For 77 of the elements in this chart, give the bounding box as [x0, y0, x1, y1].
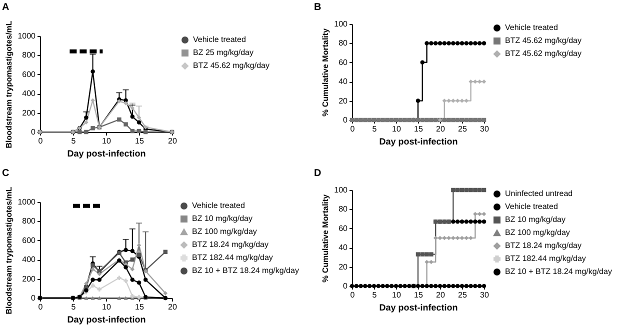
- x-tick-label: 5: [71, 136, 76, 146]
- x-tick-label: 5: [372, 124, 378, 134]
- legend-label: BZ 25 mg/kg/day: [193, 48, 254, 57]
- legend-label: Vehicle treated: [505, 23, 558, 32]
- legend-label: BZ 10 + BTZ 18.24 mg/kg/day: [192, 266, 299, 275]
- legend-label: Vehicle treated: [193, 35, 246, 44]
- y-tick-label: 20: [338, 262, 348, 272]
- x-tick-label: 0: [38, 136, 44, 146]
- legend-label: Vehicle treated: [192, 201, 245, 210]
- y-tick-label: 80: [338, 38, 348, 48]
- legend-label: BZ 100 mg/kg/day: [505, 228, 570, 237]
- x-tick-label: 20: [168, 302, 178, 312]
- y-tick-label: 20: [338, 96, 348, 106]
- legend-label: BTZ 45.62 mg/kg/day: [505, 36, 582, 45]
- legend-label: BTZ 182.44 mg/kg/day: [192, 253, 273, 262]
- y-axis-title: % Cumulative Mortality: [321, 28, 330, 117]
- y-tick-label: 400: [22, 255, 36, 264]
- x-tick-label: 20: [168, 136, 178, 146]
- y-tick-label: 60: [338, 224, 348, 233]
- legend-label: Uninfected untread: [505, 189, 573, 198]
- x-tick-label: 0: [350, 124, 356, 134]
- x-tick-label: 15: [135, 136, 144, 146]
- y-tick-label: 200: [22, 274, 36, 284]
- x-tick-label: 20: [436, 124, 446, 134]
- x-tick-label: 15: [414, 290, 424, 300]
- y-tick-label: 800: [22, 50, 36, 60]
- y-tick-label: 1000: [18, 198, 36, 206]
- y-axis-title: Bloodstream trypomastigotes/mL: [4, 20, 14, 148]
- legend-label: BZ 10 + BTZ 18.24 mg/kg/day: [505, 267, 612, 276]
- y-tick-label: 200: [22, 108, 36, 118]
- x-axis-title: Day post-infection: [67, 314, 146, 324]
- x-tick-label: 5: [71, 302, 76, 312]
- y-tick-label: 100: [334, 186, 348, 194]
- y-tick-label: 0: [343, 116, 348, 124]
- x-tick-label: 10: [392, 290, 402, 300]
- x-tick-label: 10: [102, 302, 112, 312]
- x-tick-label: 5: [372, 290, 378, 300]
- y-tick-label: 800: [22, 216, 36, 226]
- legend-label: BTZ 18.24 mg/kg/day: [192, 240, 268, 249]
- chart-title: C: [2, 168, 10, 180]
- y-tick-label: 400: [22, 89, 36, 98]
- chart-title: B: [314, 2, 322, 13]
- x-axis-title: Day post-infection: [379, 302, 458, 312]
- legend-label: BZ 10 mg/kg/day: [505, 215, 566, 224]
- x-tick-label: 30: [480, 124, 490, 134]
- y-axis-title: % Cumulative Mortality: [321, 194, 330, 283]
- x-tick-label: 15: [135, 302, 144, 312]
- y-tick-label: 40: [338, 243, 348, 252]
- legend-label: BZ 10 mg/kg/day: [192, 214, 252, 223]
- y-tick-label: 600: [22, 70, 36, 79]
- y-tick-label: 60: [338, 58, 348, 67]
- x-axis-title: Day post-infection: [67, 148, 146, 158]
- x-tick-label: 0: [350, 290, 356, 300]
- legend-label: BTZ 182.44 mg/kg/day: [505, 254, 586, 263]
- chart-title: A: [2, 2, 10, 14]
- legend-label: BZ 100 mg/kg/day: [192, 227, 257, 236]
- legend-label: BTZ 45.62 mg/kg/day: [505, 49, 582, 58]
- y-tick-label: 600: [22, 236, 36, 245]
- legend-label: BTZ 18.24 mg/kg/day: [505, 241, 582, 250]
- x-tick-label: 30: [480, 290, 490, 300]
- y-tick-label: 100: [334, 20, 348, 28]
- x-tick-label: 15: [414, 124, 424, 134]
- x-tick-label: 10: [102, 136, 112, 146]
- y-axis-title: Bloodstream trypomastigotes/mL: [4, 186, 14, 314]
- x-tick-label: 25: [458, 290, 468, 300]
- x-tick-label: 25: [458, 124, 468, 134]
- y-tick-label: 80: [338, 204, 348, 214]
- legend-label: BTZ 45.62 mg/kg/day: [193, 61, 270, 70]
- y-tick-label: 0: [343, 282, 348, 290]
- x-tick-label: 20: [436, 290, 446, 300]
- x-tick-label: 0: [38, 302, 44, 312]
- y-tick-label: 40: [338, 77, 348, 86]
- x-axis-title: Day post-infection: [379, 136, 458, 146]
- x-tick-label: 10: [392, 124, 402, 134]
- y-tick-label: 1000: [18, 32, 36, 40]
- legend-label: Vehicle treated: [505, 202, 558, 211]
- chart-title: D: [314, 168, 322, 179]
